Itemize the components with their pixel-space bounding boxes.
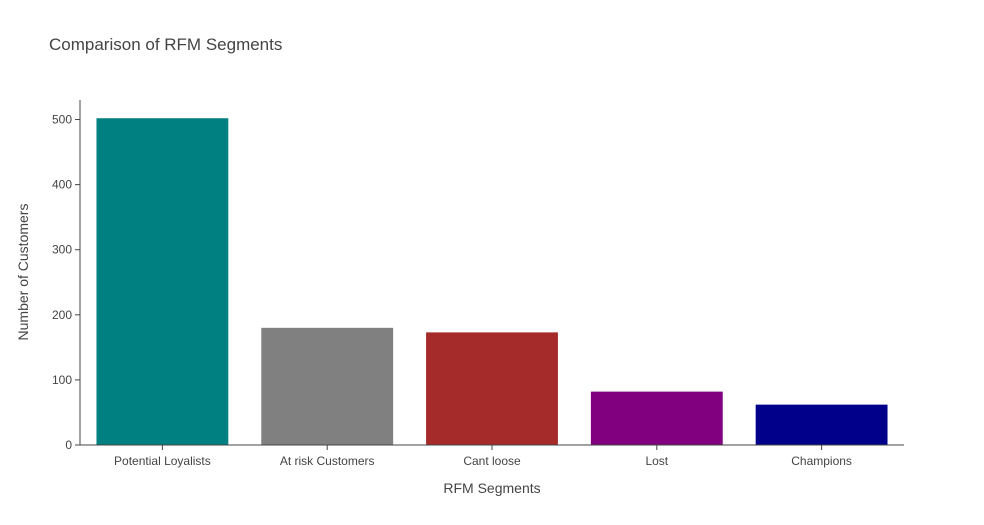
y-tick-label: 100 bbox=[52, 373, 72, 387]
x-tick-label: Cant loose bbox=[463, 454, 521, 468]
y-tick-label: 200 bbox=[52, 308, 72, 322]
bar-3 bbox=[590, 391, 723, 445]
bar-1 bbox=[261, 327, 394, 445]
x-tick-label: Potential Loyalists bbox=[114, 454, 211, 468]
y-tick-label: 400 bbox=[52, 178, 72, 192]
bar-2 bbox=[426, 332, 558, 445]
y-tick-label: 300 bbox=[52, 243, 72, 257]
bars-group bbox=[96, 118, 888, 446]
x-ticks-group: Potential Loyalists At risk Customers Cant… bbox=[114, 445, 852, 468]
x-tick-label: At risk Customers bbox=[280, 454, 375, 468]
x-tick-label: Champions bbox=[791, 454, 852, 468]
x-tick-label: Lost bbox=[645, 454, 668, 468]
bar-0 bbox=[96, 118, 229, 446]
y-ticks-group: 0 100 200 300 400 500 bbox=[52, 113, 80, 452]
y-tick-label: 500 bbox=[52, 113, 72, 127]
chart-title: Comparison of RFM Segments bbox=[49, 35, 282, 54]
x-axis-title: RFM Segments bbox=[443, 480, 540, 496]
bar-4 bbox=[755, 404, 888, 445]
y-axis-title: Number of Customers bbox=[15, 204, 31, 341]
y-tick-label: 0 bbox=[65, 438, 72, 452]
